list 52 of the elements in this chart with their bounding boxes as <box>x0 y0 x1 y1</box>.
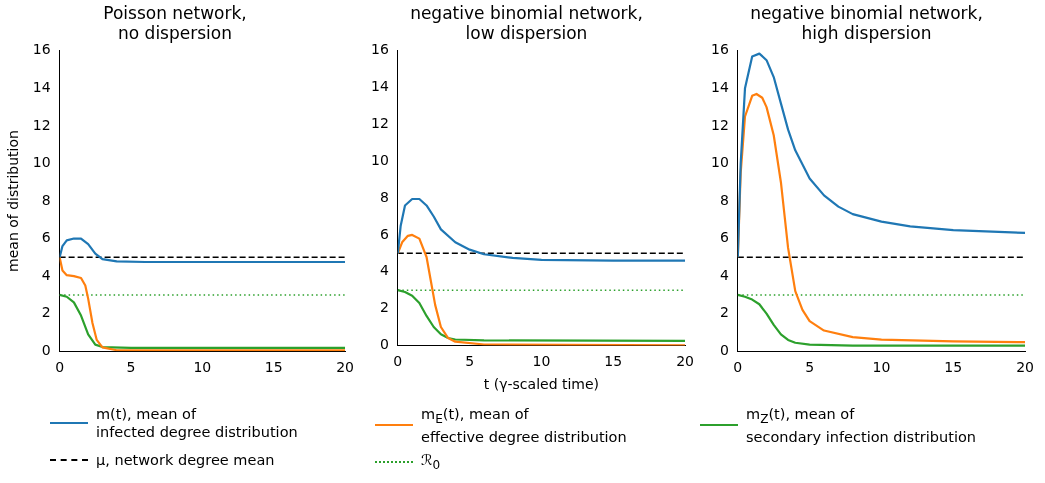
y-tick-label: 0 <box>379 336 389 353</box>
x-tick-label: 0 <box>393 353 403 370</box>
x-tick-label: 20 <box>676 353 695 370</box>
x-tick-label: 15 <box>604 353 623 370</box>
legend-label: m$_{Z}$(t), mean of secondary infection distribution <box>746 405 976 446</box>
y-tick-label: 2 <box>719 304 729 321</box>
y-tick-label: 16 <box>710 41 729 58</box>
y-tick-label: 8 <box>41 191 51 208</box>
y-tick-label: 14 <box>370 78 389 95</box>
y-tick-label: 8 <box>379 188 389 205</box>
y-tick-label: 16 <box>370 41 389 58</box>
chart-title: negative binomial network, low dispersion <box>410 2 643 44</box>
y-tick-label: 14 <box>710 78 729 95</box>
y-tick-label: 10 <box>32 154 51 171</box>
y-tick-label: 10 <box>710 154 729 171</box>
y-tick-label: 16 <box>32 41 51 58</box>
legend-label: ℛ$_{0}$ <box>421 451 441 474</box>
x-tick-label: 0 <box>733 359 743 376</box>
x-axis-title: t (γ-scaled time) <box>483 376 600 393</box>
x-tick-label: 10 <box>532 353 551 370</box>
y-tick-label: 6 <box>379 225 389 242</box>
y-axis-title: mean of distribution <box>5 130 22 272</box>
y-tick-label: 12 <box>32 116 51 133</box>
y-tick-label: 4 <box>41 266 51 283</box>
x-tick-label: 0 <box>55 359 65 376</box>
y-tick-label: 4 <box>719 266 729 283</box>
legend-label: m$_{E}$(t), mean of effective degree distribution <box>421 405 627 446</box>
x-tick-label: 20 <box>1016 359 1035 376</box>
y-tick-label: 12 <box>710 116 729 133</box>
x-tick-label: 5 <box>805 359 815 376</box>
y-tick-label: 0 <box>41 341 51 358</box>
x-tick-label: 20 <box>336 359 355 376</box>
chart-title: Poisson network, no dispersion <box>103 2 247 44</box>
legend-label: μ, network degree mean <box>96 451 275 469</box>
y-tick-label: 6 <box>41 229 51 246</box>
x-tick-label: 5 <box>465 353 475 370</box>
x-tick-label: 15 <box>944 359 963 376</box>
x-tick-label: 10 <box>193 359 212 376</box>
x-tick-label: 15 <box>264 359 283 376</box>
y-tick-label: 4 <box>379 262 389 279</box>
y-tick-label: 10 <box>370 151 389 168</box>
x-tick-label: 5 <box>126 359 136 376</box>
y-tick-label: 2 <box>41 304 51 321</box>
legend-label: m(t), mean of infected degree distribution <box>96 405 298 441</box>
y-tick-label: 2 <box>379 299 389 316</box>
chart-title: negative binomial network, high dispersion <box>750 2 983 44</box>
y-tick-label: 14 <box>32 78 51 95</box>
y-tick-label: 12 <box>370 115 389 132</box>
x-tick-label: 10 <box>872 359 891 376</box>
y-tick-label: 0 <box>719 341 729 358</box>
y-tick-label: 6 <box>719 229 729 246</box>
y-tick-label: 8 <box>719 191 729 208</box>
